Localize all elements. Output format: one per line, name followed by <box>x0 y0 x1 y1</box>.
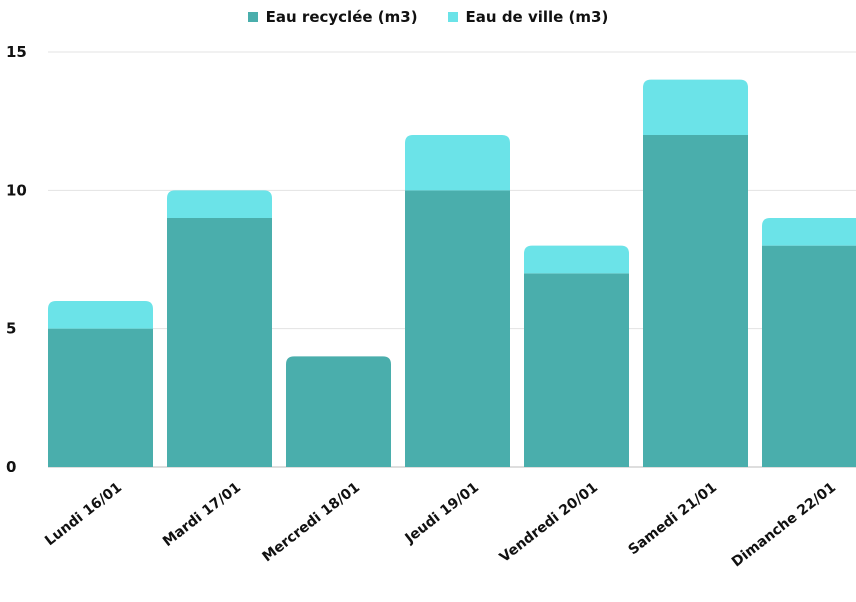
bar-recycled <box>643 135 748 467</box>
bar-recycled <box>762 245 856 467</box>
y-tick-label: 0 <box>6 458 16 476</box>
legend-label-city: Eau de ville (m3) <box>465 8 609 26</box>
bar-recycled <box>286 356 391 467</box>
bar-recycled <box>405 190 510 468</box>
bar-recycled <box>167 218 272 467</box>
legend-swatch-recycled <box>247 12 258 22</box>
bar-recycled <box>48 328 153 467</box>
legend-label-recycled: Eau recyclée (m3) <box>265 8 418 26</box>
x-tick-label: Lundi 16/01 <box>42 480 125 550</box>
bar-city <box>524 245 629 274</box>
y-tick-label: 15 <box>6 43 27 61</box>
bar-recycled <box>524 273 629 467</box>
bar-city <box>405 135 510 191</box>
legend-item-city: Eau de ville (m3) <box>447 8 609 26</box>
x-tick-label: Mercredi 18/01 <box>259 480 362 566</box>
bar-city <box>762 218 856 246</box>
x-tick-label: Dimanche 22/01 <box>729 480 839 571</box>
legend-swatch-city <box>447 12 458 22</box>
x-tick-label: Jeudi 19/01 <box>402 480 482 548</box>
x-tick-label: Mardi 17/01 <box>160 480 244 551</box>
legend-item-recycled: Eau recyclée (m3) <box>247 8 418 26</box>
bar-city <box>643 79 748 135</box>
y-tick-label: 5 <box>6 320 16 338</box>
x-tick-label: Samedi 21/01 <box>625 480 719 559</box>
y-tick-label: 10 <box>6 181 27 199</box>
bar-city <box>167 190 272 218</box>
chart-legend: Eau recyclée (m3) Eau de ville (m3) <box>0 8 856 26</box>
x-tick-label: Vendredi 20/01 <box>497 480 601 566</box>
bar-city <box>48 301 153 329</box>
